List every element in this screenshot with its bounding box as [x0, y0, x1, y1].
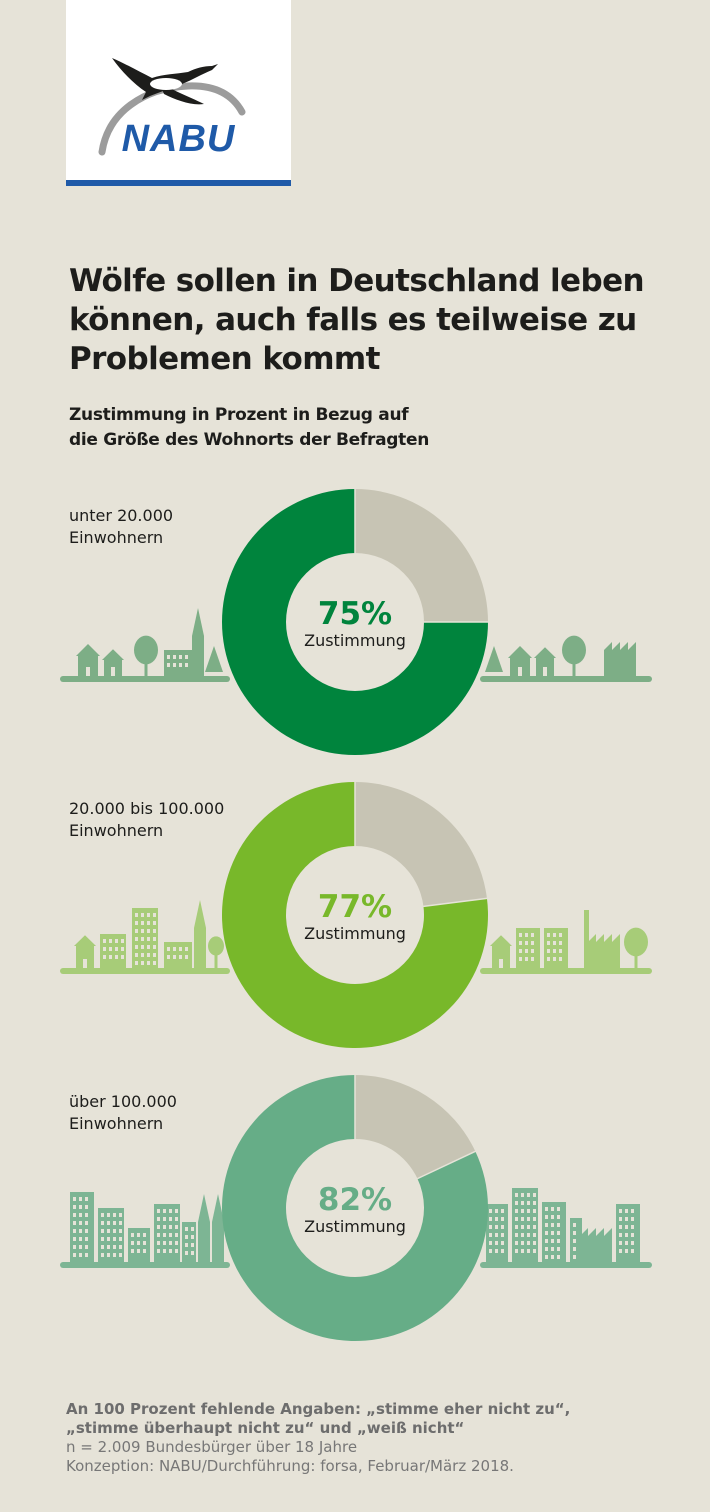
skyline-city-icon: [60, 1188, 652, 1268]
logo-wordmark: NABU: [121, 118, 236, 160]
footer-sample: n = 2.009 Bundesbürger über 18 Jahre: [66, 1438, 358, 1456]
group-label-small-towns: unter 20.000 Einwohnern: [69, 505, 269, 549]
chart-subtitle: Zustimmung in Prozent in Bezug auf die G…: [69, 403, 629, 453]
donut-slice-rest: [355, 1075, 476, 1179]
donut-center-value: 75%: [318, 596, 392, 632]
footer-note-line-2: „stimme überhaupt nicht zu“ und „weiß ni…: [66, 1419, 465, 1437]
group-label-large-cities: über 100.000 Einwohnern: [69, 1091, 269, 1135]
subtitle-line-2: die Größe des Wohnorts der Befragten: [69, 430, 429, 450]
donut-slice-zustimmung: [222, 1075, 489, 1342]
donut-slice-rest: [355, 489, 488, 622]
logo-underline: [66, 180, 291, 186]
donut-separator: [423, 897, 489, 908]
donut-center-value: 77%: [318, 889, 392, 925]
group-label-line-1: unter 20.000: [69, 506, 174, 525]
footer-note-line-1: An 100 Prozent fehlende Angaben: „stimme…: [66, 1400, 571, 1418]
skyline-medium-town-icon: [60, 900, 652, 974]
stork-icon: [98, 58, 246, 156]
donut-slice-rest: [355, 782, 487, 907]
donut-center-label: Zustimmung: [304, 1217, 406, 1236]
group-label-line-1: über 100.000: [69, 1092, 177, 1111]
donut-slice-zustimmung: [222, 782, 489, 1048]
subtitle-line-1: Zustimmung in Prozent in Bezug auf: [69, 405, 409, 425]
group-label-line-2: Einwohnern: [69, 1114, 164, 1133]
footer: An 100 Prozent fehlende Angaben: „stimme…: [66, 1400, 666, 1476]
donut-center-value: 82%: [318, 1182, 392, 1218]
donut-center-label: Zustimmung: [304, 631, 406, 650]
skyline-small-town-icon: [60, 608, 652, 682]
donut-center-label: Zustimmung: [304, 924, 406, 943]
page-title: Wölfe sollen in Deutschland leben können…: [69, 263, 645, 377]
donut-chart-medium-towns: 77%Zustimmung: [222, 781, 489, 1048]
footer-credits: Konzeption: NABU/Durchführung: forsa, Fe…: [66, 1457, 514, 1475]
group-label-medium-towns: 20.000 bis 100.000 Einwohnern: [69, 798, 269, 842]
donut-chart-large-cities: 82%Zustimmung: [222, 1074, 489, 1342]
donut-charts: 75%Zustimmung 77%Zustimmung 82%Zustimmun…: [60, 488, 652, 1342]
donut-separator: [417, 1150, 477, 1180]
nabu-logo: NABU: [66, 0, 291, 186]
group-label-line-1: 20.000 bis 100.000: [69, 799, 225, 818]
donut-chart-small-towns: 75%Zustimmung: [222, 488, 489, 755]
donut-slice-zustimmung: [222, 489, 488, 755]
group-label-line-2: Einwohnern: [69, 821, 164, 840]
group-label-line-2: Einwohnern: [69, 528, 164, 547]
